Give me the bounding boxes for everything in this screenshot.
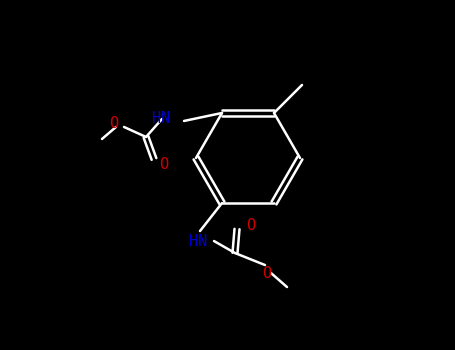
Text: O: O bbox=[159, 158, 168, 173]
Text: O: O bbox=[247, 218, 256, 232]
Text: HN: HN bbox=[152, 111, 170, 126]
Text: O: O bbox=[110, 117, 119, 132]
Text: O: O bbox=[263, 266, 272, 281]
Text: HN: HN bbox=[189, 233, 207, 248]
